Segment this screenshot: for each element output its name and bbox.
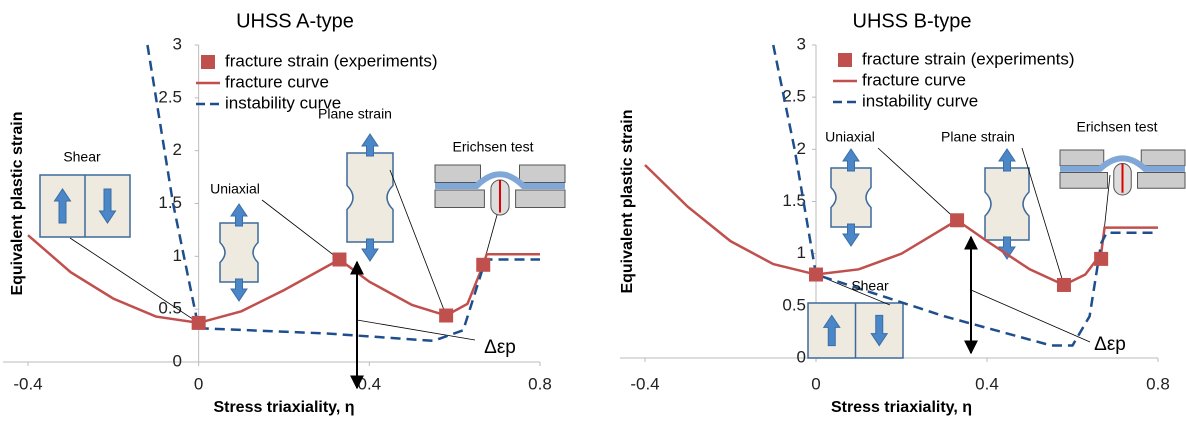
legend-label: fracture curve: [862, 70, 966, 89]
data-point: [332, 252, 347, 267]
y-tick-label: 1: [173, 246, 182, 265]
die-left: [434, 164, 481, 183]
annotation: Δεp: [484, 337, 516, 358]
x-tick-label: 0: [194, 374, 203, 393]
y-tick-label: 2: [797, 139, 806, 158]
y-tick-label: 2.5: [782, 87, 806, 106]
x-tick-label: 0.4: [358, 374, 382, 393]
leader-line: [389, 169, 447, 316]
leader-line: [356, 319, 476, 341]
y-tick-label: 2: [173, 140, 182, 159]
icon-arrow: [842, 223, 860, 247]
leader-line: [69, 237, 199, 324]
legend-label: instability curve: [225, 93, 341, 112]
data-point: [439, 308, 454, 323]
y-tick-label: 0: [173, 351, 182, 370]
y-axis-label: Equivalent plastic strain: [619, 109, 636, 293]
icon-arrow: [842, 148, 860, 172]
icon-arrow: [230, 278, 248, 302]
annotation: Uniaxial: [825, 129, 875, 145]
x-tick-label: 0: [811, 374, 820, 393]
legend-label: fracture strain (experiments): [862, 49, 1075, 68]
y-tick-label: 0.5: [158, 299, 182, 318]
annotation: Uniaxial: [210, 181, 260, 197]
y-tick-label: 0.5: [782, 295, 806, 314]
specimen-icon: [346, 152, 394, 243]
x-axis-label: Stress triaxiality, η: [831, 399, 972, 416]
holder-left: [434, 189, 485, 208]
y-tick-label: 3: [173, 34, 182, 53]
annotation: Erichsen test: [1077, 119, 1158, 135]
holder-right: [1137, 172, 1186, 189]
y-axis-label: Equivalent plastic strain: [9, 111, 26, 295]
icon-arrow: [53, 188, 72, 224]
annotation: Δεp: [1094, 334, 1126, 355]
data-point: [809, 267, 823, 282]
y-tick-label: 2.5: [158, 87, 182, 106]
icon-arrow: [361, 238, 379, 262]
die-left: [1059, 149, 1105, 167]
icon-arrow: [230, 203, 248, 227]
holder-left: [1059, 172, 1108, 189]
y-tick-label: 1.5: [782, 191, 806, 210]
legend-label: fracture strain (experiments): [225, 51, 438, 70]
y-tick-label: 3: [797, 34, 806, 53]
annotation: Plane strain: [941, 129, 1015, 145]
y-tick-label: 1.5: [158, 193, 182, 212]
icon-arrow: [361, 133, 379, 157]
x-axis-label: Stress triaxiality, η: [213, 399, 354, 416]
leader-line: [1021, 147, 1065, 286]
instability-curve: [772, 44, 1158, 347]
specimen-icon: [830, 167, 872, 228]
legend-label: instability curve: [862, 91, 978, 110]
holder-right: [515, 189, 566, 208]
x-tick-label: 0.4: [975, 374, 999, 393]
sheet: [1060, 155, 1185, 172]
leader-line: [970, 289, 1091, 343]
icon-arrow: [870, 314, 889, 347]
x-tick-label: -0.4: [13, 374, 42, 393]
x-tick-label: 0.8: [528, 374, 552, 393]
icon-arrow: [998, 236, 1016, 260]
chart-title: UHSS B-type: [853, 10, 972, 32]
legend-marker: [838, 53, 852, 67]
leader-line: [261, 199, 340, 260]
annotation: Plane strain: [318, 106, 392, 122]
annotation: Shear: [851, 278, 889, 294]
y-tick-label: 0: [797, 347, 806, 366]
sheet: [435, 171, 565, 189]
annotation: Shear: [63, 149, 101, 165]
y-tick-label: 1: [797, 243, 806, 262]
leader-line: [877, 147, 958, 221]
x-tick-label: 0.8: [1146, 374, 1170, 393]
icon-arrow: [822, 314, 841, 347]
x-tick-label: -0.4: [630, 374, 659, 393]
chart-title: UHSS A-type: [236, 10, 354, 32]
data-point: [191, 315, 206, 330]
data-point: [1056, 277, 1071, 292]
annotation: Erichsen test: [453, 139, 534, 155]
specimen-icon: [984, 167, 1030, 241]
specimen-icon: [219, 222, 259, 283]
data-point: [1094, 251, 1109, 266]
icon-arrow: [998, 148, 1016, 172]
icon-arrow: [98, 188, 117, 224]
fracture-curve: [27, 234, 540, 325]
die-right: [1140, 149, 1186, 167]
legend-marker: [201, 55, 215, 69]
die-right: [519, 164, 566, 183]
legend-label: fracture curve: [225, 72, 329, 91]
data-point: [476, 257, 491, 272]
data-point: [950, 213, 965, 228]
